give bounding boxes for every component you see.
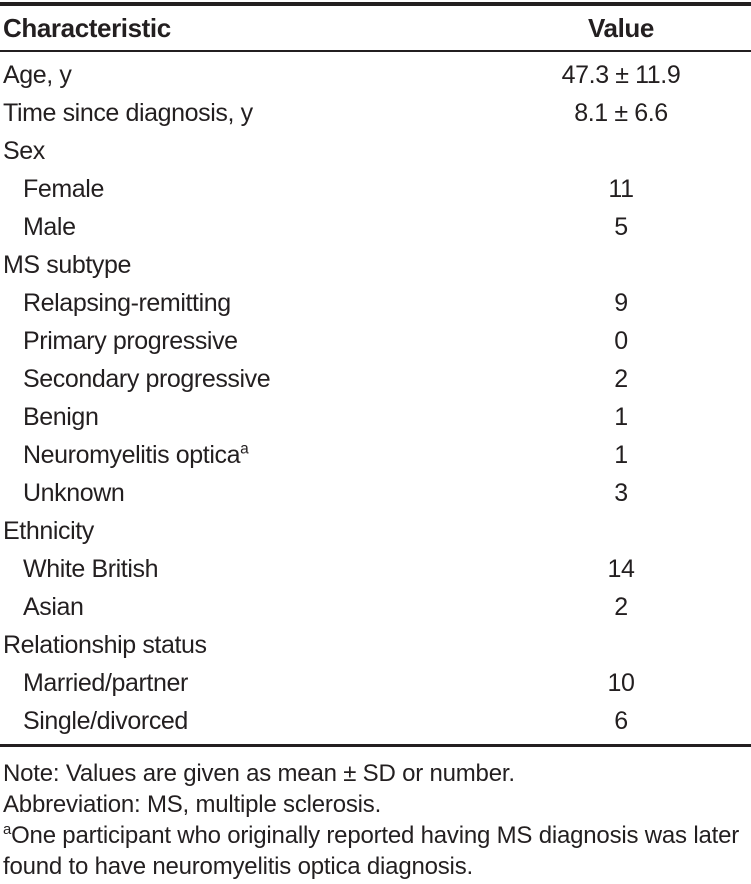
table-note: Note: Values are given as mean ± SD or n… (3, 760, 515, 787)
footnote-a-marker: a (3, 822, 12, 838)
group-label: Sex (3, 136, 45, 165)
row-value: 8.1 ± 6.6 (574, 98, 668, 127)
table-row: Benign 1 (0, 398, 751, 436)
row-value: 2 (614, 364, 628, 393)
table-row: Single/divorced 6 (0, 702, 751, 740)
row-value: 3 (614, 478, 628, 507)
row-label: Single/divorced (23, 706, 188, 735)
table-row: Neuromyelitis opticaa 1 (0, 436, 751, 474)
table-row: Age, y 47.3 ± 11.9 (0, 56, 751, 94)
footnote-a-text: One participant who originally reported … (3, 822, 740, 880)
table-abbreviation: Abbreviation: MS, multiple sclerosis. (3, 791, 382, 818)
group-label: Ethnicity (3, 516, 94, 545)
footnote-a-marker: a (240, 440, 249, 458)
row-label: Unknown (23, 478, 125, 507)
row-label: Time since diagnosis, y (3, 98, 253, 127)
table-row: Male 5 (0, 208, 751, 246)
row-label: Benign (23, 402, 99, 431)
row-value: 0 (614, 326, 628, 355)
table-header-rule (0, 50, 751, 52)
header-characteristic: Characteristic (3, 12, 171, 43)
table-row: Time since diagnosis, y 8.1 ± 6.6 (0, 94, 751, 132)
table-footnote-a: aOne participant who originally reported… (3, 820, 751, 882)
table-group-row: Ethnicity (0, 512, 751, 550)
row-value: 1 (614, 440, 628, 469)
row-label: Married/partner (23, 668, 188, 697)
table-row: Female 11 (0, 170, 751, 208)
row-label: Secondary progressive (23, 364, 271, 393)
table-top-rule (0, 2, 751, 6)
row-label: Asian (23, 592, 84, 621)
table-row: Relapsing-remitting 9 (0, 284, 751, 322)
table-group-row: Relationship status (0, 626, 751, 664)
table-row: Unknown 3 (0, 474, 751, 512)
row-value: 5 (614, 212, 628, 241)
row-value: 11 (608, 174, 634, 203)
row-label: Female (23, 174, 104, 203)
table-row: White British 14 (0, 550, 751, 588)
row-label: Age, y (3, 60, 72, 89)
row-label-text: Neuromyelitis optica (23, 440, 241, 469)
row-label: Primary progressive (23, 326, 238, 355)
row-label: Neuromyelitis opticaa (0, 441, 491, 470)
row-label: Male (23, 212, 76, 241)
table-bottom-rule (0, 744, 751, 747)
table-row: Primary progressive 0 (0, 322, 751, 360)
table-footnotes: Note: Values are given as mean ± SD or n… (0, 758, 751, 882)
header-value: Value (588, 12, 654, 43)
row-value: 10 (607, 668, 635, 697)
table-header-row: Characteristic Value (0, 6, 751, 50)
table-group-row: Sex (0, 132, 751, 170)
table-row: Secondary progressive 2 (0, 360, 751, 398)
table-row: Married/partner 10 (0, 664, 751, 702)
table-group-row: MS subtype (0, 246, 751, 284)
group-label: MS subtype (3, 250, 132, 279)
row-label: White British (23, 554, 159, 583)
row-value: 2 (614, 592, 628, 621)
row-value: 9 (614, 288, 628, 317)
row-value: 14 (607, 554, 635, 583)
table-row: Asian 2 (0, 588, 751, 626)
row-label: Relapsing-remitting (23, 288, 231, 317)
group-label: Relationship status (3, 630, 207, 659)
row-value: 1 (614, 402, 628, 431)
row-value: 6 (614, 706, 628, 735)
row-value: 47.3 ± 11.9 (561, 60, 681, 89)
table-body: Age, y 47.3 ± 11.9 Time since diagnosis,… (0, 56, 751, 740)
